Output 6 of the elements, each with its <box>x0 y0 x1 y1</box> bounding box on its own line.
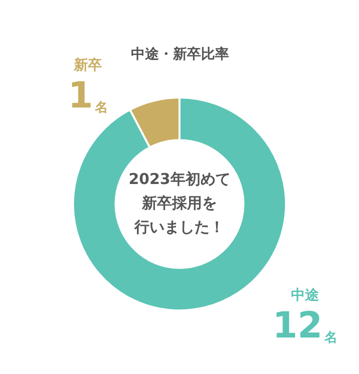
text: 行いました！ <box>134 218 224 236</box>
slice-label: 新卒 <box>73 56 102 74</box>
slice-label: 中途 <box>291 288 320 304</box>
chart-title: 中途・新卒比率 <box>131 46 229 63</box>
text: 新卒採用を <box>141 194 217 212</box>
text: 2023年初めて <box>128 170 230 188</box>
